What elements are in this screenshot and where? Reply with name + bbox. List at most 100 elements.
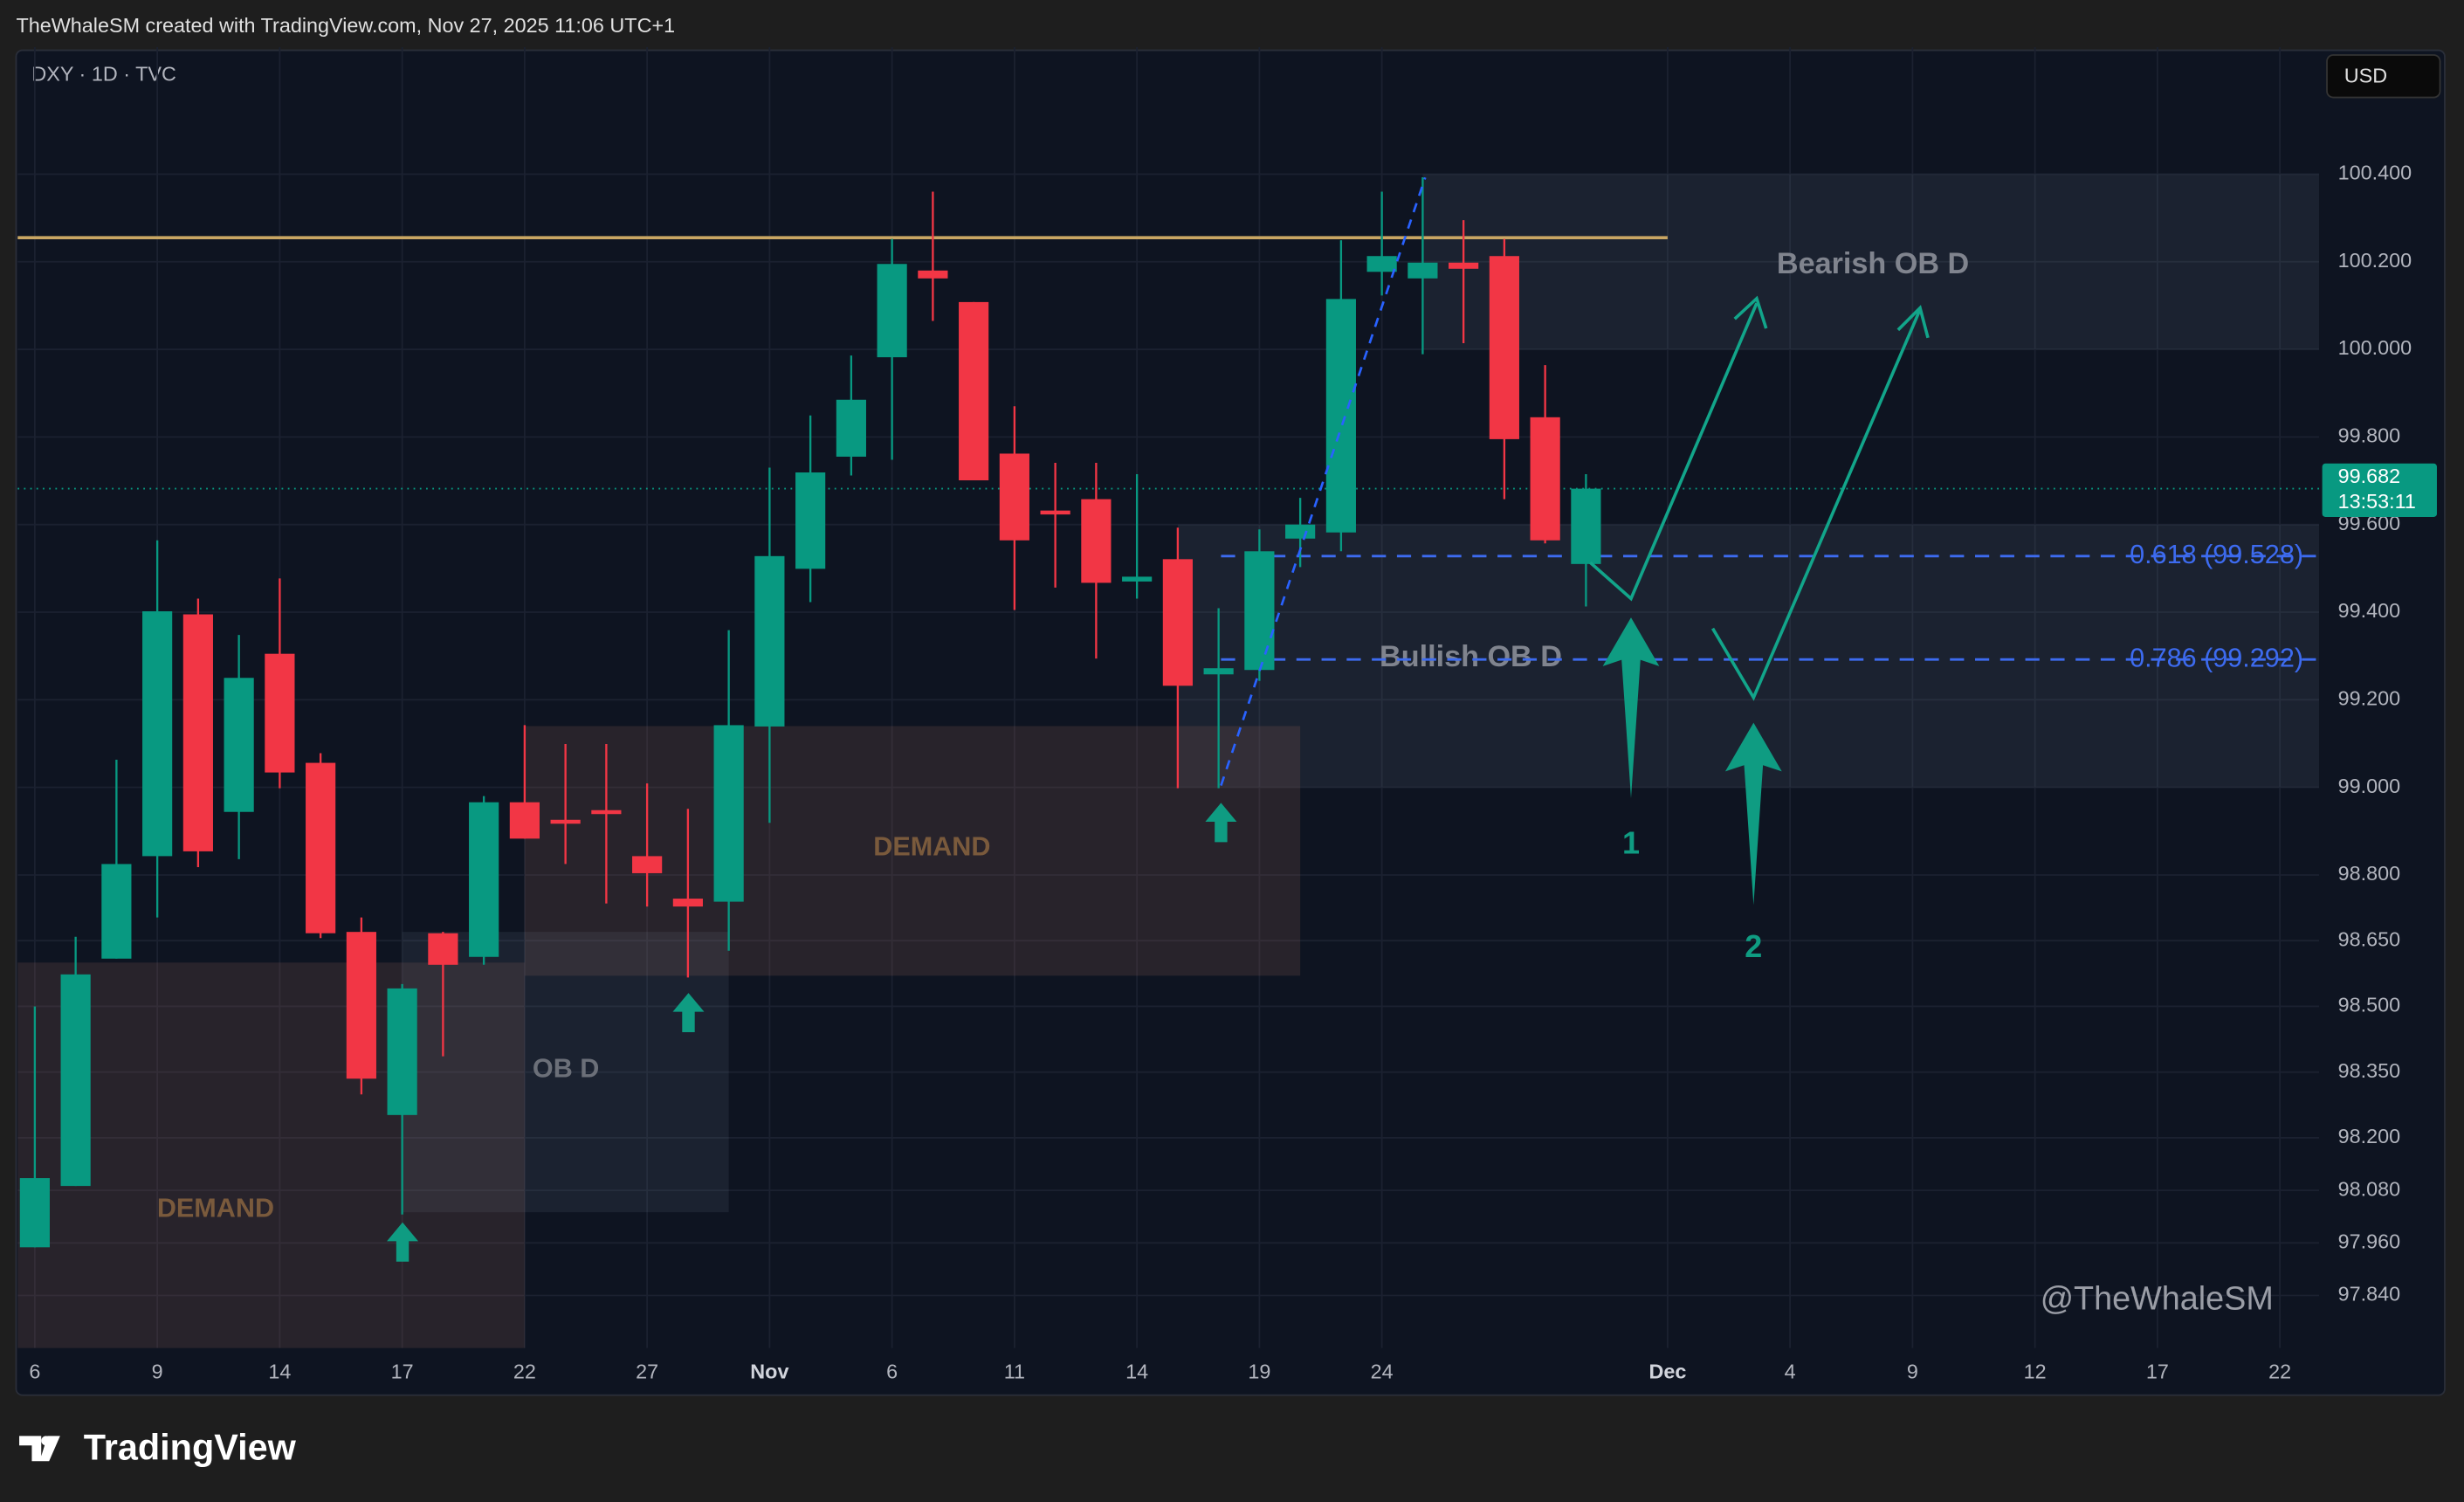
candle-body	[999, 453, 1029, 541]
candle-body	[1244, 551, 1275, 671]
x-tick-label: 27	[636, 1361, 658, 1383]
candle-body	[182, 614, 213, 851]
x-tick-label: 17	[391, 1361, 414, 1383]
brand-logo-dot	[41, 1436, 52, 1446]
y-tick-label: 99.000	[2338, 775, 2401, 797]
x-tick-label: 22	[513, 1361, 536, 1383]
y-tick-label: 98.800	[2338, 862, 2401, 885]
price-tag	[2322, 463, 2437, 517]
y-tick-label: 99.200	[2338, 687, 2401, 710]
candle-body	[387, 988, 417, 1115]
candle-body	[1489, 256, 1519, 439]
candle-body	[428, 933, 458, 965]
candle-body	[1203, 668, 1234, 675]
currency[interactable]: USD	[2344, 64, 2387, 86]
candle-body	[836, 399, 866, 457]
price-tag-value: 99.682	[2338, 465, 2401, 487]
x-tick-label: 19	[1248, 1361, 1270, 1383]
candle-body	[591, 810, 622, 815]
fib-label: 0.786 (99.292)	[2130, 643, 2303, 672]
candle-body	[1449, 262, 1479, 269]
projection-arrowhead	[1733, 295, 1768, 329]
zone	[402, 932, 729, 1213]
x-tick-label: 14	[268, 1361, 291, 1383]
x-tick-label: Dec	[1648, 1361, 1686, 1383]
candle-body	[1530, 417, 1560, 541]
y-tick-label: 99.800	[2338, 424, 2401, 447]
projection-path	[1710, 308, 1922, 701]
zone-label: OB D	[533, 1053, 599, 1083]
credit: TheWhaleSM created with TradingView.com,…	[16, 14, 675, 37]
x-tick-label: 4	[1785, 1361, 1796, 1383]
candle-body	[672, 899, 703, 907]
drawings: 1 2 @TheWhaleSM	[387, 176, 2274, 1318]
y-tick-label: 100.000	[2338, 336, 2412, 359]
y-tick-label: 99.400	[2338, 599, 2401, 622]
candle-body	[795, 472, 826, 569]
candle-body	[142, 611, 173, 857]
y-tick-label: 97.960	[2338, 1230, 2401, 1252]
x-tick-label: 6	[29, 1361, 40, 1383]
up-arrow	[1724, 722, 1782, 906]
watermark: @TheWhaleSM	[2041, 1281, 2274, 1318]
brand: TradingView	[19, 1428, 297, 1468]
candle-body	[509, 802, 540, 839]
zone-label: Bullish OB D	[1380, 640, 1562, 673]
y-tick-label: 97.840	[2338, 1283, 2401, 1306]
projection-path	[1589, 302, 1759, 602]
signal-arrow	[387, 1222, 419, 1262]
y-tick-label: 100.400	[2338, 162, 2412, 184]
x-tick-label: 14	[1125, 1361, 1148, 1383]
y-tick-label: 98.500	[2338, 994, 2401, 1016]
price-tag-countdown: 13:53:11	[2338, 490, 2416, 513]
projection-arrowhead	[1896, 305, 1930, 339]
candle-body	[60, 974, 91, 1187]
candle-body	[306, 762, 336, 934]
candle-body	[1285, 524, 1316, 539]
annotation: 1	[1622, 824, 1640, 860]
signal-arrow	[1205, 803, 1237, 843]
candle-body	[959, 301, 989, 481]
up-arrow	[1602, 617, 1660, 798]
x-tick-label: 12	[2024, 1361, 2047, 1383]
zone-label: DEMAND	[157, 1193, 274, 1223]
candle-body	[1162, 559, 1193, 686]
candle-body	[1325, 299, 1356, 533]
candle-body	[1081, 499, 1112, 583]
x-tick-label: 17	[2146, 1361, 2169, 1383]
x-tick-label: 9	[152, 1361, 163, 1383]
y-tick-label: 98.350	[2338, 1059, 2401, 1082]
candle-body	[265, 653, 295, 773]
candle-body	[1040, 510, 1070, 515]
candle-body	[346, 932, 376, 1079]
candle-body	[918, 270, 948, 279]
y-tick-label: 100.200	[2338, 249, 2412, 272]
y-tick-label: 98.200	[2338, 1125, 2401, 1147]
x-tick-label: Nov	[750, 1361, 788, 1383]
x-tick-label: 24	[1371, 1361, 1394, 1383]
chart-panel	[15, 49, 2446, 1396]
currency-button[interactable]	[2326, 54, 2441, 99]
signal-arrow	[672, 993, 705, 1033]
trend-line	[1220, 176, 1427, 787]
annotation: 2	[1745, 928, 1762, 964]
x-tick-label: 22	[2268, 1361, 2291, 1383]
fib-label: 0.618 (99.528)	[2130, 540, 2303, 569]
candle-body	[713, 725, 744, 902]
zone	[17, 962, 525, 1348]
x-tick-label: 9	[1907, 1361, 1918, 1383]
candle-body	[1122, 576, 1153, 582]
candle-body	[1571, 488, 1601, 564]
candle-body	[19, 1178, 50, 1248]
candle-body	[754, 555, 785, 727]
candle-body	[632, 856, 663, 873]
x-tick-label: 11	[1004, 1361, 1025, 1383]
x-tick-label: 6	[886, 1361, 898, 1383]
candle-body	[550, 819, 581, 824]
candle-body	[101, 864, 132, 959]
candle-body	[469, 802, 499, 957]
zone-label: DEMAND	[873, 832, 990, 862]
zone	[1422, 174, 2320, 350]
